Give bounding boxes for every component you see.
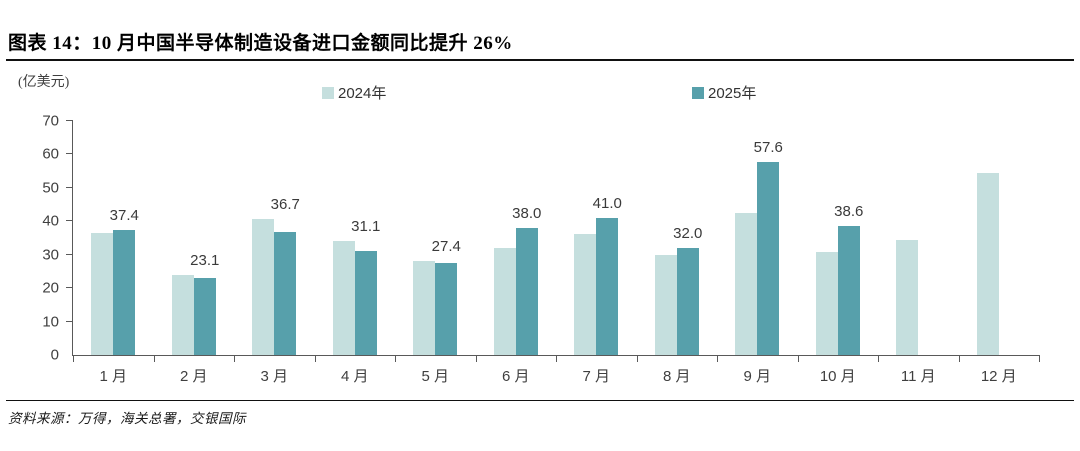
bar-2025年-6月 bbox=[515, 227, 538, 355]
value-label: 36.7 bbox=[270, 195, 300, 213]
x-axis-label: 5 月 bbox=[421, 368, 449, 385]
plot-area: 0 10 20 30 40 50 60 70 1 月 37.4 2 月 23.1 3 月 36.7 4 月 3… bbox=[42, 113, 1040, 385]
bar-2024年-5月 bbox=[413, 261, 436, 355]
x-axis-tick bbox=[1039, 355, 1040, 362]
bar-2025年-5月 bbox=[435, 263, 458, 355]
bar-2025年-9月 bbox=[757, 162, 780, 355]
x-axis-label: 7 月 bbox=[582, 368, 610, 385]
legend-swatch-2024 bbox=[322, 86, 334, 99]
y-axis-label: 50 bbox=[42, 179, 59, 197]
bar-group-8: 32.0 bbox=[637, 121, 718, 355]
x-axis-label: 4 月 bbox=[340, 368, 369, 385]
legend-swatch-2025 bbox=[692, 86, 704, 99]
title-divider bbox=[6, 59, 1074, 61]
x-axis-tick bbox=[556, 355, 557, 362]
bar-group-6: 38.0 bbox=[476, 121, 557, 355]
bar-2025年-7月 bbox=[596, 217, 619, 355]
bar-group-9: 57.6 bbox=[717, 121, 798, 355]
bar-2024年-4月 bbox=[332, 241, 355, 355]
chart-title: 图表 14：10 月中国半导体制造设备进口金额同比提升 26% bbox=[8, 33, 513, 54]
value-label: 38.0 bbox=[512, 204, 542, 222]
bar-2024年-7月 bbox=[574, 234, 597, 355]
bar-2024年-1月 bbox=[91, 233, 114, 355]
bar-2024年-2月 bbox=[171, 274, 194, 355]
bar-2024年-6月 bbox=[493, 248, 516, 355]
x-axis-tick bbox=[153, 355, 155, 362]
bar-group-2: 23.1 bbox=[154, 121, 235, 355]
y-axis-tick bbox=[66, 153, 73, 155]
x-axis-tick bbox=[395, 355, 396, 362]
value-label: 38.6 bbox=[834, 202, 864, 220]
legend-item-2025: 2025年 bbox=[692, 82, 756, 103]
x-axis-label: 9 月 bbox=[743, 368, 771, 385]
x-axis-label: 8 月 bbox=[662, 368, 691, 385]
x-axis-tick bbox=[878, 355, 879, 362]
bar-2025年-3月 bbox=[274, 232, 297, 355]
y-axis-tick bbox=[66, 320, 73, 322]
y-axis-label: 0 bbox=[50, 346, 59, 364]
x-axis-label: 12 月 bbox=[980, 368, 1017, 385]
bar-2025年-4月 bbox=[354, 251, 377, 355]
value-label: 31.1 bbox=[351, 218, 381, 236]
x-axis-tick bbox=[636, 355, 638, 362]
legend-item-2024: 2024年 bbox=[322, 82, 386, 103]
footer-divider bbox=[6, 400, 1074, 401]
x-axis-tick bbox=[717, 355, 718, 362]
y-axis-tick bbox=[66, 253, 73, 255]
y-axis-label: 40 bbox=[42, 212, 59, 230]
bar-2025年-1月 bbox=[113, 229, 136, 355]
y-axis-tick bbox=[66, 287, 73, 289]
x-axis-tick bbox=[475, 355, 477, 362]
y-axis-tick bbox=[66, 220, 73, 222]
bar-group-1: 37.4 bbox=[73, 121, 154, 355]
bar-2025年-10月 bbox=[837, 225, 860, 355]
bar-group-5: 27.4 bbox=[395, 121, 476, 355]
source-note: 资料来源：万得，海关总署，交银国际 bbox=[8, 411, 246, 426]
x-axis-tick bbox=[797, 355, 799, 362]
bar-2024年-10月 bbox=[815, 252, 838, 355]
bar-group-10: 38.6 bbox=[798, 121, 879, 355]
value-label: 32.0 bbox=[673, 225, 703, 243]
x-axis-label: 1 月 bbox=[99, 368, 127, 385]
bar-2024年-8月 bbox=[654, 255, 677, 355]
y-axis-label: 60 bbox=[42, 145, 59, 163]
x-axis-label: 6 月 bbox=[501, 368, 530, 385]
x-axis-tick bbox=[234, 355, 235, 362]
legend-label-2025: 2025年 bbox=[708, 85, 757, 102]
bar-group-4: 31.1 bbox=[315, 121, 396, 355]
x-axis-label: 10 月 bbox=[819, 368, 856, 385]
value-label: 57.6 bbox=[753, 139, 783, 157]
bar-group-11 bbox=[878, 121, 959, 355]
value-label: 27.4 bbox=[431, 238, 461, 256]
legend-label-2024: 2024年 bbox=[338, 85, 387, 102]
bar-2024年-9月 bbox=[735, 212, 758, 355]
x-axis-tick bbox=[958, 355, 960, 362]
x-axis-label: 3 月 bbox=[260, 368, 288, 385]
y-axis-label: 20 bbox=[42, 279, 59, 297]
bar-group-3: 36.7 bbox=[234, 121, 315, 355]
bar-2024年-12月 bbox=[976, 173, 999, 355]
x-axis-tick bbox=[314, 355, 316, 362]
y-axis-label: 10 bbox=[42, 313, 59, 331]
bar-group-12 bbox=[959, 121, 1040, 355]
y-axis-label: 70 bbox=[42, 112, 59, 130]
y-axis-tick bbox=[66, 120, 73, 121]
y-axis-unit-label: (亿美元) bbox=[18, 75, 70, 90]
bar-2025年-2月 bbox=[193, 277, 216, 355]
value-label: 37.4 bbox=[109, 206, 139, 224]
bar-2024年-3月 bbox=[252, 218, 275, 355]
value-label: 23.1 bbox=[190, 251, 220, 269]
bar-2024年-11月 bbox=[896, 240, 919, 355]
bar-group-7: 41.0 bbox=[556, 121, 637, 355]
bar-2025年-8月 bbox=[676, 248, 699, 355]
x-axis-label: 2 月 bbox=[179, 368, 208, 385]
y-axis-label: 30 bbox=[42, 246, 59, 264]
y-axis-tick bbox=[66, 186, 73, 188]
x-axis-label: 11 月 bbox=[900, 368, 936, 385]
x-axis-tick bbox=[73, 355, 74, 362]
value-label: 41.0 bbox=[592, 194, 622, 212]
